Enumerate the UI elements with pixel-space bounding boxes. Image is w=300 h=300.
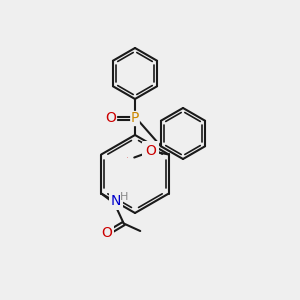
Text: H: H: [119, 192, 128, 203]
Text: P: P: [131, 112, 139, 125]
Text: O: O: [144, 145, 155, 158]
Text: O: O: [101, 226, 112, 240]
Text: O: O: [127, 157, 128, 158]
Text: O: O: [106, 112, 116, 125]
Text: O: O: [145, 145, 156, 158]
Text: O: O: [128, 157, 129, 158]
Text: O: O: [145, 144, 156, 158]
Text: N: N: [111, 194, 122, 208]
